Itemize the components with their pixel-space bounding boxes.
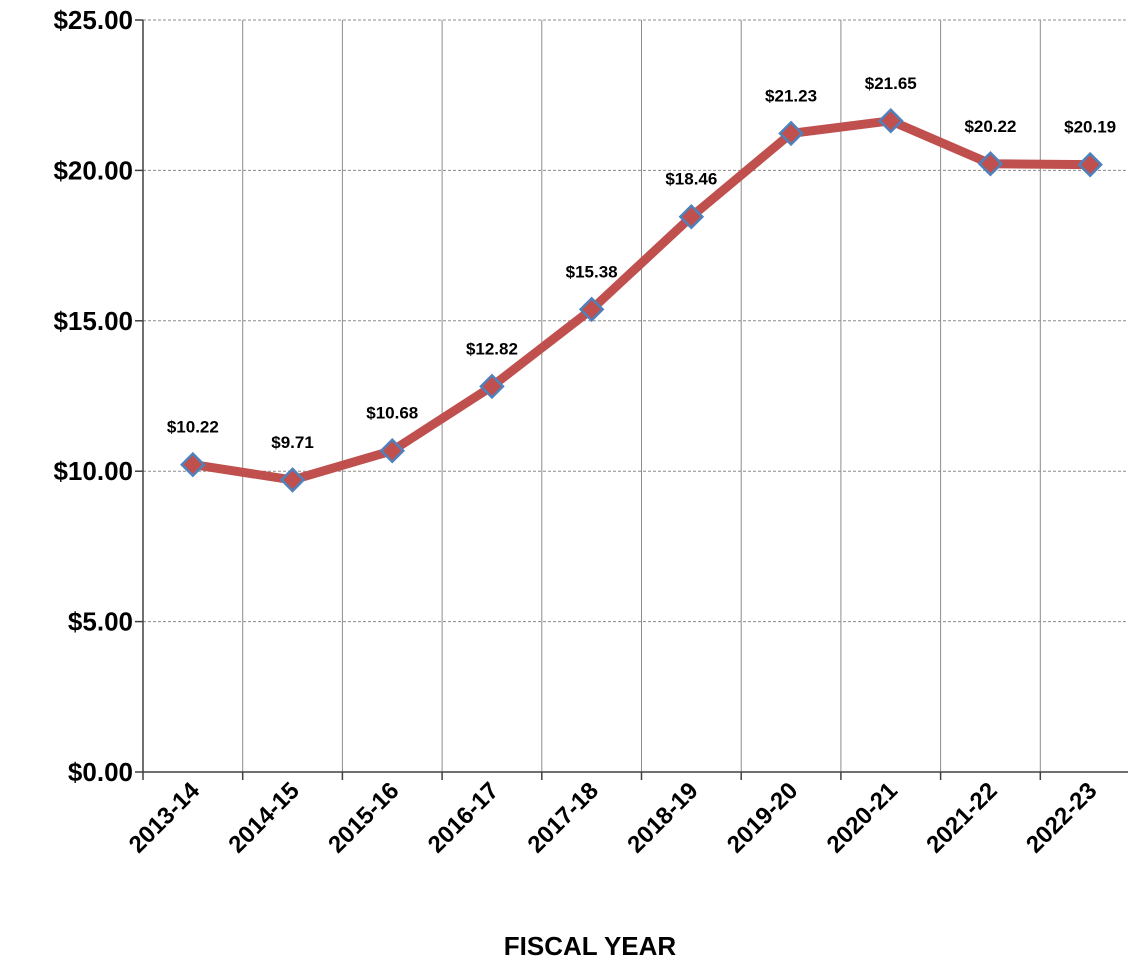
- y-tick-label: $20.00: [53, 155, 133, 185]
- x-tick-label: 2021-22: [921, 777, 1002, 858]
- x-tick-label: 2019-20: [722, 777, 803, 858]
- data-label: $10.22: [167, 418, 219, 437]
- x-tick-label: 2017-18: [523, 777, 604, 858]
- data-label: $9.71: [271, 433, 314, 452]
- data-label: $20.19: [1064, 118, 1116, 137]
- data-point-marker: [678, 203, 705, 230]
- y-tick-label: $25.00: [53, 5, 133, 35]
- y-tick-label: $10.00: [53, 456, 133, 486]
- data-point-marker: [479, 373, 505, 400]
- data-point-marker: [578, 296, 605, 323]
- y-axis-tick-labels: $0.00 $5.00 $10.00 $15.00 $20.00 $25.00: [53, 5, 133, 787]
- x-tick-label: 2016-17: [423, 777, 504, 858]
- series-line: [188, 116, 1095, 485]
- series-line-path: [188, 116, 1095, 485]
- x-tick-label: 2022-23: [1021, 777, 1102, 858]
- data-point-marker: [180, 451, 206, 478]
- data-point-marker: [877, 108, 904, 134]
- axes: [135, 19, 1128, 780]
- data-point-marker: [279, 467, 306, 493]
- data-point-marker: [778, 120, 804, 147]
- data-point-marker: [379, 437, 406, 464]
- y-tick-label: $0.00: [68, 757, 133, 787]
- data-label: $21.65: [865, 74, 917, 93]
- data-labels: $10.22 $9.71 $10.68 $12.82 $15.38 $18.46 $21.2…: [167, 74, 1116, 452]
- series-markers: [180, 108, 1103, 493]
- data-point-marker: [1077, 151, 1103, 178]
- data-label: $21.23: [765, 86, 817, 105]
- x-tick-label: 2013-14: [124, 777, 206, 859]
- data-label: $15.38: [566, 262, 618, 281]
- x-axis-tick-labels: 2013-14 2014-15 2015-16 2016-17 2017-18 2018-…: [124, 777, 1103, 859]
- data-point-marker: [977, 151, 1004, 177]
- x-tick-label: 2018-19: [622, 777, 703, 858]
- data-label: $18.46: [665, 170, 717, 189]
- data-label: $20.22: [964, 117, 1016, 136]
- data-label: $12.82: [466, 339, 518, 358]
- y-tick-label: $5.00: [68, 607, 133, 637]
- x-tick-label: 2020-21: [822, 777, 903, 858]
- y-tick-label: $15.00: [53, 306, 133, 336]
- data-label: $10.68: [366, 404, 418, 423]
- x-tick-label: 2014-15: [223, 777, 304, 858]
- x-axis-title: FISCAL YEAR: [504, 931, 677, 961]
- x-tick-label: 2015-16: [323, 777, 404, 858]
